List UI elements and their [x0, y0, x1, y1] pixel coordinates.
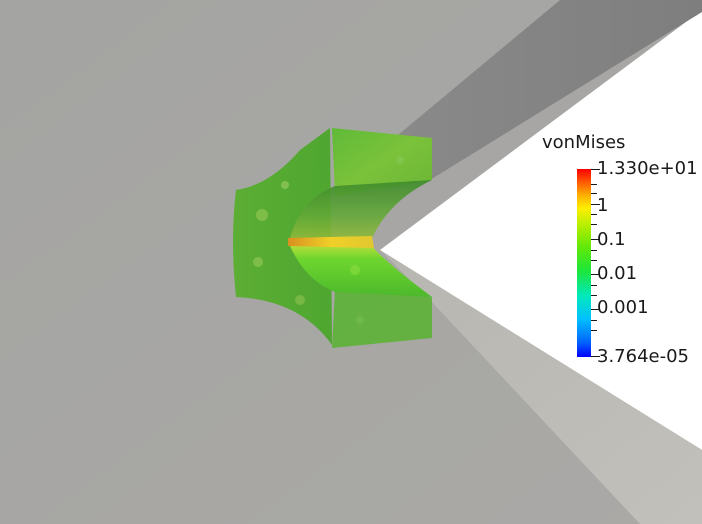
colorbar-tick: [591, 169, 600, 170]
colorbar-tick: [591, 309, 600, 310]
colorbar-tick-label: 0.1: [597, 229, 626, 250]
colorbar-tick: [591, 320, 597, 321]
colorbar-tick: [591, 260, 597, 261]
crack-front: [288, 236, 374, 248]
colorbar-tick-label: 0.001: [597, 297, 649, 318]
colorbar-tick: [591, 285, 597, 286]
colorbar-tick: [591, 239, 600, 240]
colorbar-title: vonMises: [542, 132, 626, 153]
colorbar-tick: [591, 184, 597, 185]
specimen-bottom-block: [332, 290, 432, 348]
specimen-notch-upper: [290, 180, 432, 238]
colorbar-tick: [591, 214, 597, 215]
colorbar-tick-label: 0.01: [597, 263, 638, 284]
colorbar-tick: [591, 250, 597, 251]
colorbar-gradient: [577, 169, 591, 357]
colorbar-tick: [591, 224, 597, 225]
lower-plate: [380, 250, 702, 524]
specimen-notch-lower: [290, 246, 432, 297]
colorbar-tick: [591, 193, 597, 194]
colorbar-min-label: 3.764e-05: [597, 346, 690, 367]
colorbar-tick: [591, 330, 597, 331]
white-void: [380, 10, 702, 450]
upper-plate: [380, 0, 702, 180]
colorbar-tick-label: 1: [597, 195, 609, 216]
specimen-left-face: [233, 128, 332, 345]
colorbar-tick: [591, 274, 600, 275]
colorbar-max-label: 1.330e+01: [597, 158, 698, 179]
colorbar-tick: [591, 204, 600, 205]
stress-speckles: [253, 156, 404, 324]
colorbar-tick: [591, 295, 597, 296]
colorbar-tick: [591, 356, 600, 357]
specimen-top-block: [332, 128, 432, 196]
